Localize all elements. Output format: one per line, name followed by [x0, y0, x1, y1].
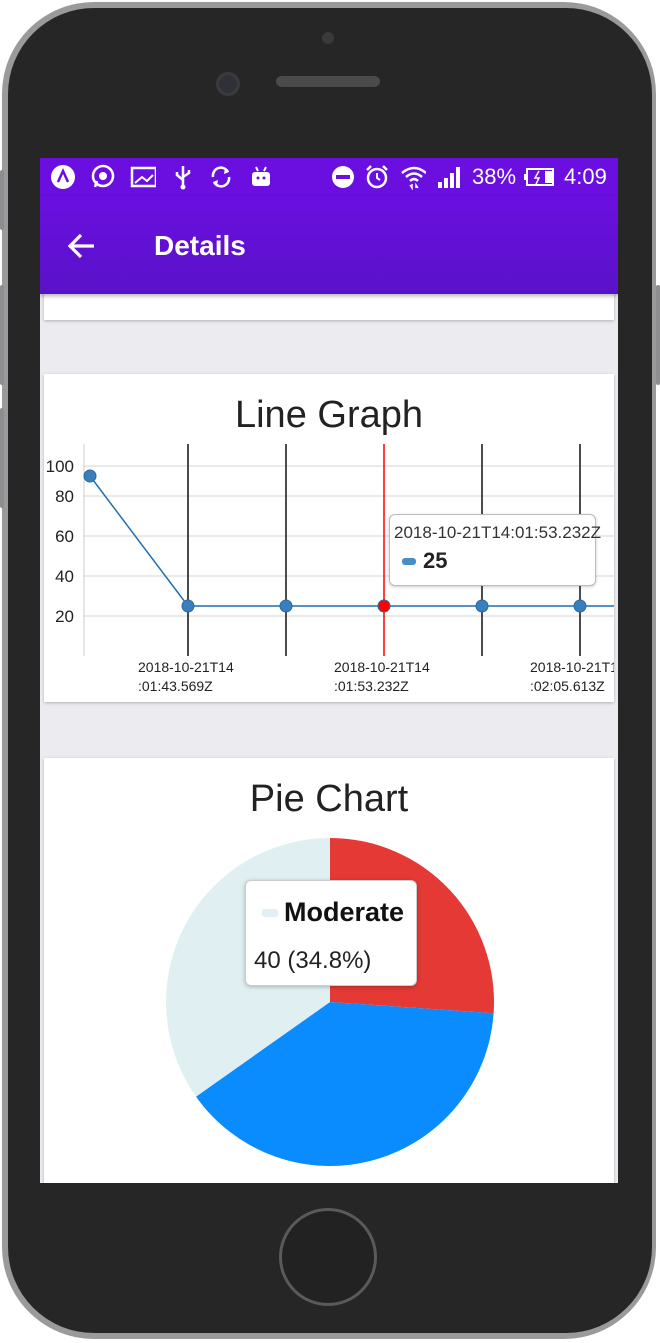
x-tick-label: 2018-10-21T1 — [530, 659, 614, 675]
y-tick-label: 80 — [55, 487, 74, 506]
line-graph-card: Line Graph 20 40 60 80 100 2018-10-21T14 :01:4… — [44, 374, 614, 702]
earpiece-speaker — [276, 76, 380, 87]
pie-chart-title: Pie Chart — [249, 778, 409, 820]
home-button[interactable] — [279, 1208, 377, 1306]
data-point — [181, 599, 195, 613]
line-graph-title: Line Graph — [234, 394, 423, 436]
line-chart[interactable]: 20 40 60 80 100 2018-10-21T14 :01:43.569Z 2018-… — [44, 444, 614, 702]
pie-tooltip-label: Moderate — [284, 897, 405, 927]
sync-icon — [208, 164, 234, 190]
image-icon — [130, 164, 156, 190]
page-title: Details — [154, 230, 246, 261]
screen: Line Graph 20 40 60 80 100 2018-10-21T14 :01:4… — [40, 158, 618, 1183]
clock: 4:09 — [564, 164, 607, 189]
series-swatch-icon — [402, 558, 416, 565]
app-icon — [50, 164, 76, 190]
y-tick-label: 40 — [55, 567, 74, 586]
pie-slice — [196, 1002, 494, 1166]
volume-up-button — [0, 285, 4, 385]
slice-swatch-icon — [262, 909, 278, 917]
back-arrow-icon[interactable] — [66, 230, 98, 262]
mute-switch — [0, 170, 4, 230]
x-tick-label: 2018-10-21T14 — [138, 659, 234, 675]
x-tick-label: :02:05.613Z — [530, 678, 605, 694]
y-tick-label: 100 — [46, 457, 74, 476]
proximity-sensor — [322, 32, 334, 44]
y-tick-label: 60 — [55, 527, 74, 546]
x-tick-label: :01:43.569Z — [138, 678, 213, 694]
power-button — [656, 285, 660, 385]
alarm-icon — [364, 164, 390, 190]
pie-tooltip: Moderate 40 (34.8%) — [245, 880, 417, 986]
volume-down-button — [0, 408, 4, 508]
line-tooltip-value: 25 — [423, 548, 448, 573]
data-point — [573, 599, 587, 613]
wifi-icon — [400, 164, 426, 190]
pie-chart-card: Pie Chart Moderate 40 (34.8%) — [44, 758, 614, 1183]
line-tooltip-label: 2018-10-21T14:01:53.232Z — [394, 523, 601, 542]
status-bar: 38% 4:09 — [40, 158, 618, 196]
x-tick-label: :01:53.232Z — [334, 678, 409, 694]
android-icon — [248, 164, 274, 190]
data-point — [279, 599, 293, 613]
data-point — [83, 469, 97, 483]
data-point — [475, 599, 489, 613]
x-tick-label: 2018-10-21T14 — [334, 659, 430, 675]
whatsapp-icon — [90, 164, 116, 190]
usb-icon — [170, 164, 196, 190]
data-point — [377, 599, 391, 613]
y-tick-label: 20 — [55, 607, 74, 626]
battery-icon — [522, 164, 556, 190]
app-bar: Details — [40, 196, 618, 294]
do-not-disturb-icon — [330, 164, 356, 190]
signal-icon — [436, 164, 462, 190]
front-camera — [216, 72, 240, 96]
line-tooltip: 2018-10-21T14:01:53.232Z 25 — [389, 514, 601, 586]
pie-tooltip-value: 40 (34.8%) — [254, 947, 372, 974]
battery-percent: 38% — [472, 164, 517, 189]
